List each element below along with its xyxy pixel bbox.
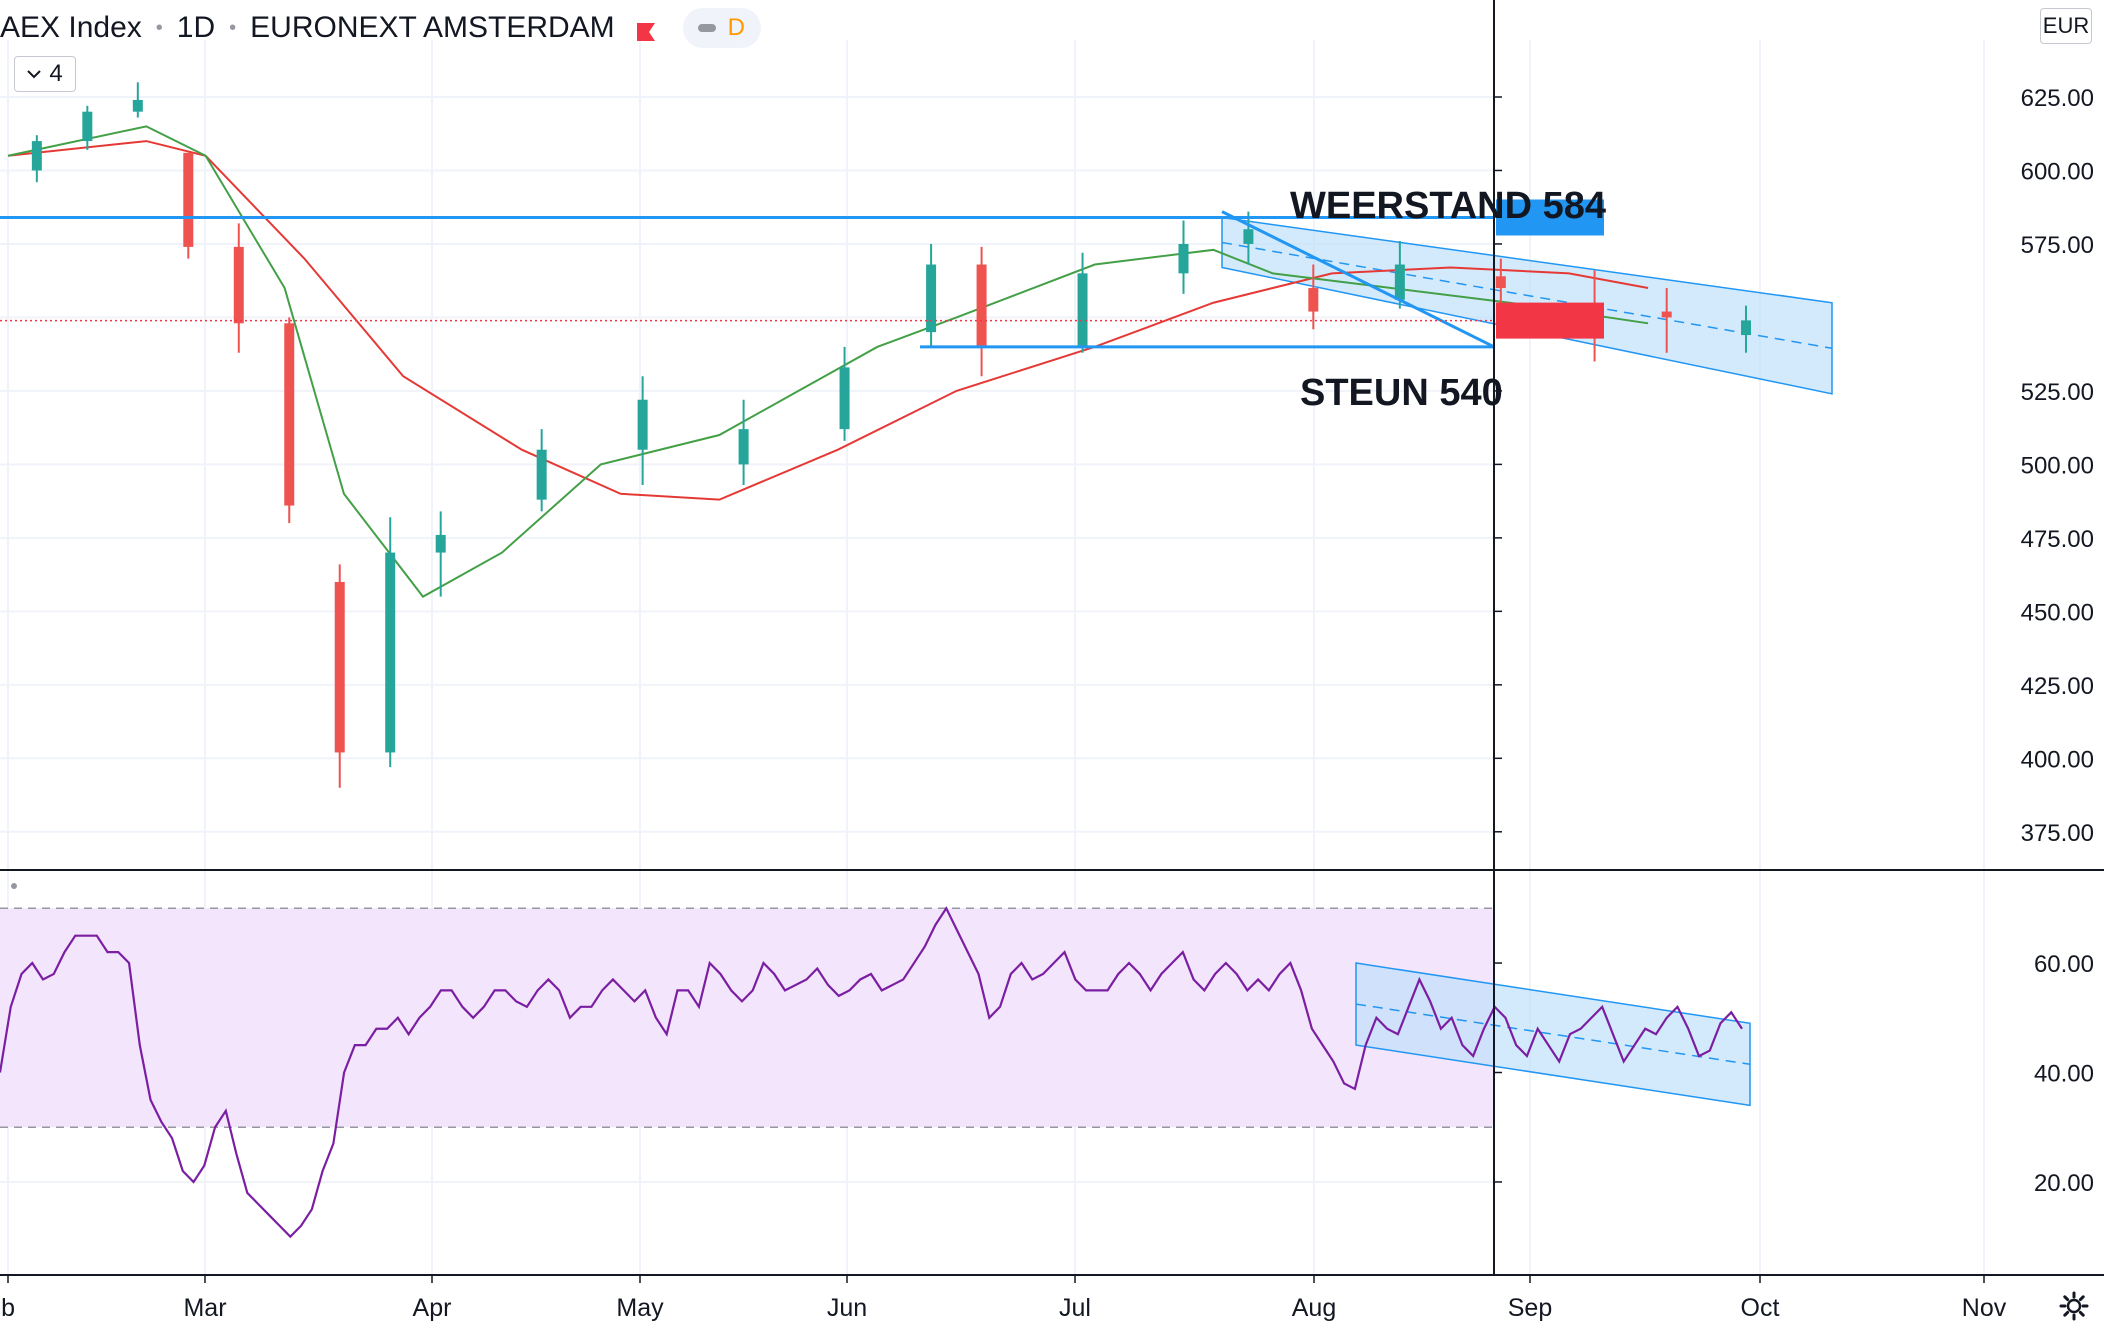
price-tick-label: 500.00 bbox=[2021, 452, 2094, 479]
month-tick-label: Oct bbox=[1741, 1294, 1780, 1322]
rsi-channel-fill bbox=[1355, 962, 1751, 1107]
currency-button[interactable]: EUR bbox=[2040, 8, 2092, 44]
candle-up bbox=[1243, 229, 1254, 244]
exchange-label: EURONEXT AMSTERDAM bbox=[250, 11, 615, 44]
ma-fast-line bbox=[7, 125, 1649, 598]
candle-up bbox=[82, 111, 93, 142]
candle-down bbox=[284, 323, 295, 506]
separator-dot: • bbox=[229, 16, 237, 39]
candle-down bbox=[1495, 276, 1506, 289]
last-price-label-bg bbox=[1496, 302, 1604, 339]
candle-up bbox=[385, 552, 396, 753]
candle-up bbox=[738, 429, 749, 465]
price-tick-label: 400.00 bbox=[2021, 746, 2094, 773]
month-tick-label: Apr bbox=[413, 1294, 452, 1322]
candle-down bbox=[334, 581, 345, 753]
price-tick-label: 475.00 bbox=[2021, 526, 2094, 553]
month-tick-label: Jul bbox=[1059, 1294, 1091, 1322]
month-tick-label: May bbox=[616, 1294, 664, 1322]
symbol-name[interactable]: AEX Index bbox=[0, 11, 142, 44]
candle-up bbox=[435, 534, 446, 553]
rsi-pane-marker bbox=[11, 883, 17, 889]
candle-up bbox=[1178, 243, 1189, 274]
candle-up bbox=[637, 399, 648, 450]
price-tick-label: 600.00 bbox=[2021, 158, 2094, 185]
candle-up bbox=[926, 264, 937, 333]
indicator-count: 4 bbox=[49, 60, 63, 87]
price-tick-label: 525.00 bbox=[2021, 379, 2094, 406]
candle-up bbox=[1077, 273, 1088, 347]
rsi-band bbox=[0, 907, 1494, 1128]
price-tick-label: 425.00 bbox=[2021, 673, 2094, 700]
candlesticks bbox=[31, 82, 1752, 788]
rsi-line bbox=[0, 906, 1743, 1239]
chevron-down-icon bbox=[27, 70, 42, 79]
candle-down bbox=[976, 264, 987, 347]
annotations: 584.00 548.92 WEERSTAND 584 STEUN 540 bbox=[11, 185, 2094, 889]
candle-down bbox=[1661, 311, 1672, 318]
month-tick-label: Mar bbox=[183, 1294, 226, 1322]
collapse-indicators-button[interactable]: 4 bbox=[14, 56, 76, 92]
month-tick-label: Nov bbox=[1962, 1294, 2007, 1322]
resistance-price-label: 584.00 bbox=[2021, 206, 2094, 233]
support-annotation: STEUN 540 bbox=[1300, 372, 1503, 414]
ma-slow-line bbox=[7, 140, 1649, 501]
price-tick-label: 575.00 bbox=[2021, 232, 2094, 259]
resistance-annotation: WEERSTAND 584 bbox=[1290, 185, 1606, 227]
price-channel-midline bbox=[1221, 241, 1833, 350]
separator-dot: • bbox=[155, 16, 163, 39]
rsi-indicator bbox=[0, 906, 1743, 1239]
candle-up bbox=[31, 141, 42, 171]
month-tick-label: Sep bbox=[1508, 1294, 1552, 1322]
candle-down bbox=[183, 152, 194, 247]
data-mode-badge: D bbox=[727, 14, 745, 41]
rsi-tick-label: 60.00 bbox=[2034, 951, 2094, 978]
moving-averages bbox=[7, 125, 1649, 598]
data-mode-pill[interactable]: D bbox=[682, 8, 761, 48]
chart-header: AEX Index • 1D • EURONEXT AMSTERDAM D bbox=[0, 6, 761, 50]
candle-up bbox=[132, 99, 143, 112]
price-tick-label: 375.00 bbox=[2021, 820, 2094, 847]
candle-down bbox=[1308, 288, 1319, 312]
month-tick-label: Jun bbox=[827, 1294, 867, 1322]
month-tick-label: Aug bbox=[1292, 1294, 1336, 1322]
candle-up bbox=[1394, 264, 1405, 300]
price-tick-label: 450.00 bbox=[2021, 599, 2094, 626]
support-resistance-lines bbox=[0, 210, 1495, 349]
flag-icon bbox=[635, 17, 657, 41]
candle-up bbox=[536, 449, 547, 500]
candle-up bbox=[839, 367, 850, 430]
price-tick-label: 625.00 bbox=[2021, 85, 2094, 112]
rsi-channel-midline bbox=[1355, 1003, 1751, 1066]
candle-down bbox=[233, 246, 244, 324]
candle-up bbox=[1741, 320, 1752, 336]
status-dash-icon bbox=[698, 24, 717, 32]
gear-icon[interactable] bbox=[2058, 1290, 2090, 1322]
rsi-tick-label: 20.00 bbox=[2034, 1170, 2094, 1197]
interval-label[interactable]: 1D bbox=[176, 11, 216, 44]
rsi-tick-label: 40.00 bbox=[2034, 1061, 2094, 1088]
resistance-price-label-bg bbox=[1496, 199, 1604, 236]
trendline bbox=[1221, 210, 1495, 349]
rsi-band-fill bbox=[0, 908, 1494, 1128]
month-tick-label: Feb bbox=[0, 1294, 15, 1322]
last-price-label: 548.92 bbox=[2021, 309, 2094, 336]
